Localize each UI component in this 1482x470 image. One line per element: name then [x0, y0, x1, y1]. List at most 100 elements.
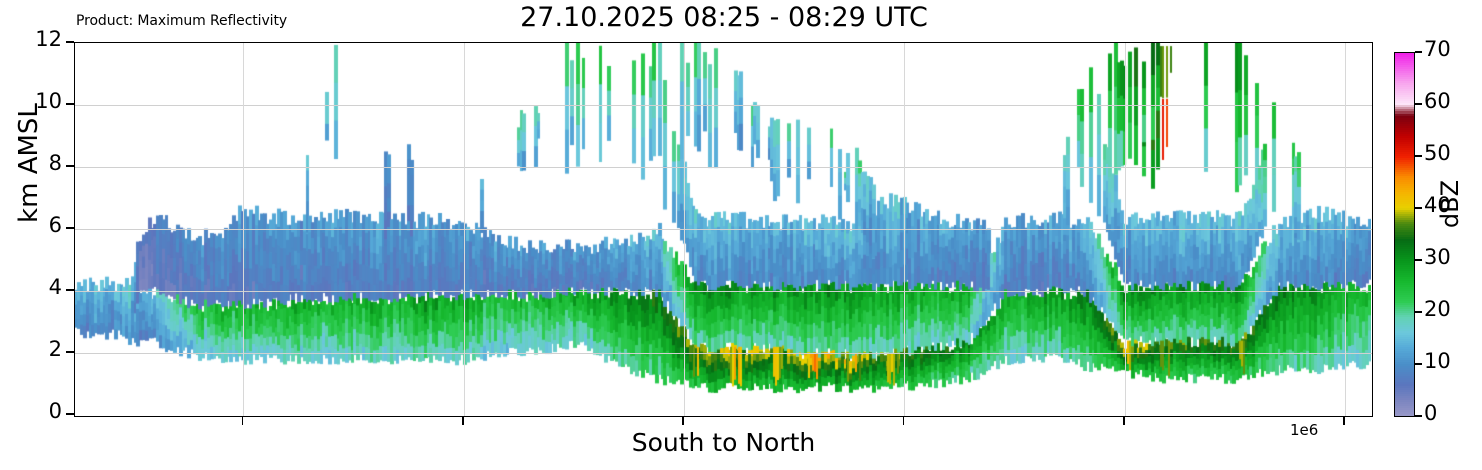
colorbar-segment [1395, 325, 1414, 329]
colorbar-segment [1395, 208, 1414, 212]
colorbar-tick-mark [1415, 259, 1422, 261]
colorbar-segment [1395, 367, 1414, 371]
colorbar-segment [1395, 147, 1414, 151]
colorbar-segment [1395, 389, 1414, 393]
colorbar-segment [1395, 153, 1414, 157]
colorbar-tick-mark [1415, 415, 1422, 417]
colorbar-segment [1395, 413, 1414, 416]
gridline-vertical [1125, 43, 1126, 416]
colorbar-segment [1395, 182, 1414, 185]
colorbar-segment [1395, 101, 1414, 105]
colorbar-segment [1395, 93, 1414, 97]
colorbar-segment [1395, 123, 1414, 127]
gridline-horizontal [75, 167, 1372, 168]
colorbar-segment [1395, 206, 1414, 210]
colorbar-segment [1395, 212, 1414, 216]
colorbar-segment [1395, 77, 1414, 80]
colorbar-segment [1395, 121, 1414, 125]
colorbar-segment [1395, 242, 1414, 246]
colorbar-segment [1395, 228, 1414, 232]
colorbar-segment [1395, 387, 1414, 391]
colorbar-segment [1395, 323, 1414, 327]
colorbar-segment [1395, 331, 1414, 335]
colorbar-tick-mark [1415, 155, 1422, 157]
colorbar-tick-label: 0 [1424, 401, 1438, 425]
colorbar-segment [1395, 186, 1414, 189]
colorbar-segment [1395, 69, 1414, 72]
colorbar-segment [1395, 139, 1414, 143]
colorbar-segment [1395, 409, 1414, 413]
colorbar-segment [1395, 111, 1414, 115]
colorbar-segment [1395, 149, 1414, 153]
colorbar-segment [1395, 295, 1414, 298]
x-axis-tick-mark [1122, 417, 1125, 425]
colorbar-segment [1395, 115, 1414, 119]
colorbar-segment [1395, 250, 1414, 254]
colorbar-tick-label: 40 [1424, 193, 1451, 217]
colorbar-segment [1395, 216, 1414, 220]
colorbar-segment [1395, 345, 1414, 349]
y-axis-tick-label: 4 [48, 275, 62, 299]
colorbar-segment [1395, 75, 1414, 78]
colorbar-segment [1395, 99, 1414, 103]
colorbar-segment [1395, 151, 1414, 155]
colorbar-segment [1395, 278, 1414, 282]
colorbar-segment [1395, 280, 1414, 284]
colorbar-segment [1395, 397, 1414, 401]
colorbar-segment [1395, 359, 1414, 363]
colorbar-segment [1395, 305, 1414, 308]
colorbar-segment [1395, 79, 1414, 83]
colorbar-segment [1395, 214, 1414, 218]
x-axis-tick-mark [1343, 417, 1345, 425]
colorbar-segment [1395, 301, 1414, 304]
colorbar-segment [1395, 161, 1414, 165]
colorbar-segment [1395, 405, 1414, 409]
product-label: Product: Maximum Reflectivity [76, 13, 288, 29]
gridline-vertical [904, 43, 905, 416]
colorbar-segment [1395, 184, 1414, 187]
gridline-horizontal [75, 291, 1372, 292]
colorbar-segment [1395, 407, 1414, 411]
y-axis-tick-mark [66, 413, 74, 415]
colorbar-segment [1395, 270, 1414, 274]
colorbar-segment [1395, 311, 1414, 314]
colorbar-tick-mark [1415, 311, 1422, 313]
colorbar-segment [1395, 180, 1414, 183]
y-axis-tick-mark [66, 41, 74, 43]
colorbar-segment [1395, 67, 1414, 70]
plot-area [74, 42, 1373, 417]
colorbar-segment [1395, 315, 1414, 318]
colorbar-tick-label: 20 [1424, 297, 1451, 321]
colorbar-segment [1395, 411, 1414, 415]
grid-layer [75, 43, 1372, 416]
y-axis-tick-label: 8 [48, 151, 62, 175]
colorbar-tick-label: 60 [1424, 89, 1451, 113]
colorbar-segment [1395, 260, 1414, 264]
colorbar-segment [1395, 174, 1414, 177]
y-axis-tick-mark [66, 227, 74, 229]
colorbar-segment [1395, 383, 1414, 387]
gridline-horizontal [75, 229, 1372, 230]
colorbar-segment [1395, 266, 1414, 270]
y-axis-tick-mark [66, 289, 74, 291]
colorbar-segment [1395, 125, 1414, 129]
colorbar-segment [1395, 363, 1414, 367]
colorbar-segment [1395, 131, 1414, 135]
colorbar-segment [1395, 107, 1414, 111]
colorbar-segment [1395, 369, 1414, 373]
colorbar-segment [1395, 155, 1414, 159]
colorbar-segment [1395, 87, 1414, 91]
colorbar-segment [1395, 95, 1414, 99]
colorbar-segment [1395, 276, 1414, 280]
y-axis-tick-label: 2 [48, 337, 62, 361]
colorbar-segment [1395, 89, 1414, 93]
colorbar-segment [1395, 109, 1414, 113]
colorbar-segment [1395, 91, 1414, 95]
colorbar-segment [1395, 357, 1414, 361]
colorbar-tick-label: 70 [1424, 37, 1451, 61]
colorbar-segment [1395, 246, 1414, 250]
colorbar-segment [1395, 347, 1414, 351]
colorbar-segment [1395, 81, 1414, 85]
colorbar-tick-label: 30 [1424, 245, 1451, 269]
colorbar-segment [1395, 353, 1414, 357]
